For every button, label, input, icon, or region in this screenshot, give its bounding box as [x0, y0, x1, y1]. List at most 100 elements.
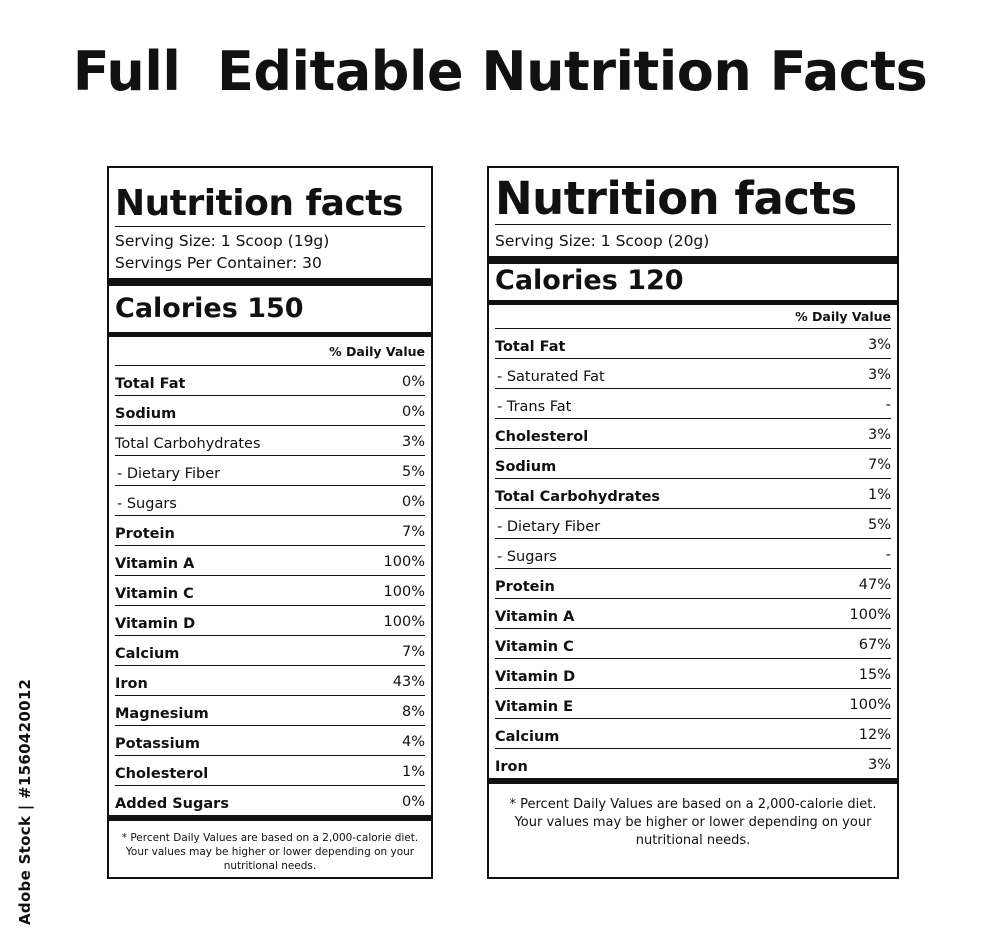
nutrient-daily-value: 0%: [401, 794, 425, 810]
nutrient-daily-value: 1%: [401, 764, 425, 780]
label-heading: Nutrition facts: [115, 168, 425, 227]
nutrient-name: Iron: [115, 676, 148, 692]
nutrient-row: Protein 7%: [115, 516, 425, 546]
nutrient-row: Vitamin E 100%: [495, 689, 891, 719]
footnote: * Percent Daily Values are based on a 2,…: [489, 783, 897, 850]
nutrient-row: Iron 3%: [495, 749, 891, 778]
daily-value-header: % Daily Value: [115, 337, 425, 366]
nutrient-daily-value: 7%: [867, 457, 891, 473]
label-heading: Nutrition facts: [495, 168, 891, 225]
nutrient-row: Total Fat 0%: [115, 366, 425, 396]
nutrient-row: - Trans Fat -: [495, 389, 891, 419]
nutrient-row: Cholesterol 3%: [495, 419, 891, 449]
nutrient-daily-value: 7%: [401, 524, 425, 540]
nutrient-row: Vitamin C 67%: [495, 629, 891, 659]
thick-divider: [489, 256, 897, 264]
nutrient-name: Cholesterol: [495, 429, 589, 445]
nutrient-daily-value: 12%: [858, 727, 891, 743]
nutrition-label-left: Nutrition facts Serving Size: 1 Scoop (1…: [107, 166, 433, 879]
serving-size: Serving Size: 1 Scoop (19g): [115, 232, 330, 250]
thick-divider: [489, 300, 897, 305]
nutrient-daily-value: 4%: [401, 734, 425, 750]
thick-divider: [109, 332, 431, 337]
nutrient-name: - Dietary Fiber: [117, 466, 221, 482]
nutrient-name: Total Fat: [115, 376, 186, 392]
nutrient-daily-value: 1%: [867, 487, 891, 503]
nutrient-daily-value: 8%: [401, 704, 425, 720]
nutrient-daily-value: 43%: [392, 674, 425, 690]
nutrient-daily-value: 3%: [401, 434, 425, 450]
nutrient-name: Total Carbohydrates: [115, 436, 261, 452]
serving-size: Serving Size: 1 Scoop (20g): [495, 232, 710, 250]
nutrient-name: Potassium: [115, 736, 200, 752]
nutrient-name: Vitamin C: [495, 639, 574, 655]
page-title: Full Editable Nutrition Facts: [72, 40, 928, 103]
nutrient-daily-value: 0%: [401, 374, 425, 390]
nutrient-name: Vitamin A: [115, 556, 195, 572]
daily-value-header: % Daily Value: [495, 305, 891, 329]
nutrient-row: - Dietary Fiber 5%: [115, 456, 425, 486]
nutrient-row: Calcium 7%: [115, 636, 425, 666]
nutrient-row: Potassium 4%: [115, 726, 425, 756]
nutrient-row: Protein 47%: [495, 569, 891, 599]
nutrient-name: Calcium: [495, 729, 560, 745]
nutrient-daily-value: 5%: [401, 464, 425, 480]
nutrient-row: Iron 43%: [115, 666, 425, 696]
nutrient-row: Vitamin A 100%: [495, 599, 891, 629]
thick-divider: [489, 778, 897, 783]
footnote: * Percent Daily Values are based on a 2,…: [109, 820, 431, 873]
nutrient-row: Vitamin A 100%: [115, 546, 425, 576]
nutrient-name: Vitamin D: [495, 669, 576, 685]
nutrient-daily-value: 100%: [849, 697, 891, 713]
nutrient-row: Magnesium 8%: [115, 696, 425, 726]
thick-divider: [109, 815, 431, 820]
nutrient-daily-value: 0%: [401, 404, 425, 420]
nutrient-row: Cholesterol 1%: [115, 756, 425, 786]
serving-info: Serving Size: 1 Scoop (19g) Servings Per…: [115, 227, 425, 278]
nutrient-name: - Sugars: [497, 549, 557, 565]
nutrient-name: - Sugars: [117, 496, 177, 512]
nutrient-row: - Sugars -: [495, 539, 891, 569]
nutrient-daily-value: 15%: [858, 667, 891, 683]
nutrient-name: Added Sugars: [115, 796, 229, 812]
nutrient-row: - Saturated Fat 3%: [495, 359, 891, 389]
nutrient-name: Total Carbohydrates: [495, 489, 661, 505]
nutrient-daily-value: -: [885, 397, 891, 413]
nutrient-row: Vitamin D 100%: [115, 606, 425, 636]
nutrient-name: Vitamin A: [495, 609, 575, 625]
nutrient-daily-value: 100%: [383, 614, 425, 630]
nutrient-name: Sodium: [495, 459, 557, 475]
nutrient-row: - Dietary Fiber 5%: [495, 509, 891, 539]
nutrient-name: Protein: [115, 526, 175, 542]
nutrient-name: - Saturated Fat: [497, 369, 605, 385]
nutrient-daily-value: 3%: [867, 337, 891, 353]
nutrient-name: Vitamin D: [115, 616, 196, 632]
nutrient-name: Vitamin C: [115, 586, 194, 602]
nutrient-row: Sodium 0%: [115, 396, 425, 426]
nutrient-rows: Total Fat 3% - Saturated Fat 3% - Trans Fa…: [495, 329, 891, 778]
nutrient-daily-value: 3%: [867, 757, 891, 773]
nutrient-daily-value: 3%: [867, 367, 891, 383]
nutrient-name: Cholesterol: [115, 766, 209, 782]
calories: Calories 120: [495, 265, 684, 296]
nutrient-row: Calcium 12%: [495, 719, 891, 749]
nutrient-row: Total Carbohydrates 1%: [495, 479, 891, 509]
nutrient-name: Iron: [495, 759, 528, 775]
nutrient-row: Vitamin D 15%: [495, 659, 891, 689]
calories: Calories 150: [115, 293, 304, 324]
nutrient-name: Calcium: [115, 646, 180, 662]
nutrition-label-right: Nutrition facts Serving Size: 1 Scoop (2…: [487, 166, 899, 879]
nutrient-daily-value: 5%: [867, 517, 891, 533]
nutrient-row: Sodium 7%: [495, 449, 891, 479]
stock-watermark: Adobe Stock | #1560420012: [16, 678, 34, 925]
thick-divider: [109, 278, 431, 286]
nutrient-name: Vitamin E: [495, 699, 574, 715]
nutrient-daily-value: -: [885, 547, 891, 563]
nutrient-daily-value: 100%: [383, 584, 425, 600]
nutrient-row: Total Carbohydrates 3%: [115, 426, 425, 456]
nutrient-row: Total Fat 3%: [495, 329, 891, 359]
nutrient-row: - Sugars 0%: [115, 486, 425, 516]
nutrient-name: Magnesium: [115, 706, 209, 722]
nutrient-daily-value: 67%: [858, 637, 891, 653]
nutrient-daily-value: 7%: [401, 644, 425, 660]
